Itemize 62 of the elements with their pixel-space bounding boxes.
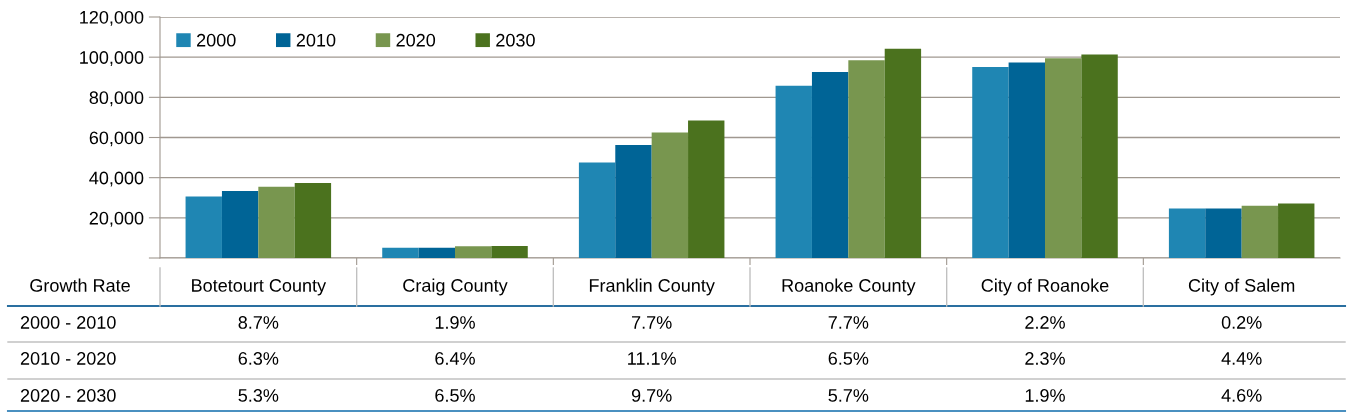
bar <box>1278 203 1315 258</box>
text: 7.7% <box>632 316 672 329</box>
bar <box>688 120 725 258</box>
text: 0.2% <box>1221 316 1262 329</box>
text: 8.7% <box>238 316 279 329</box>
bar <box>1205 208 1242 258</box>
text: Growth Rate <box>30 278 130 292</box>
text: 2020 - 2030 <box>20 389 116 402</box>
bar <box>258 186 295 258</box>
bar <box>382 247 419 258</box>
legend-label: 2000 <box>197 33 236 47</box>
text: 5.7% <box>828 389 869 402</box>
x-tick-label: Craig County <box>403 278 508 296</box>
y-tick-label: 60,000 <box>89 131 144 147</box>
bar <box>848 60 885 258</box>
x-tick-label: Botetourt County <box>192 279 327 296</box>
text: 6.3% <box>238 352 279 365</box>
text: 2000 - 2010 <box>20 316 116 329</box>
bar <box>1241 205 1279 258</box>
bar <box>294 183 332 258</box>
y-tick-label: 20,000 <box>89 211 144 227</box>
bar <box>1008 62 1045 258</box>
text: 9.7% <box>631 389 672 402</box>
y-tick-label: 120,000 <box>80 10 144 26</box>
bar <box>455 246 492 258</box>
text: 2010 - 2020 <box>20 352 116 365</box>
x-tick-label: City of Roanoke <box>981 278 1109 296</box>
bar <box>972 67 1009 258</box>
text: 2.2% <box>1025 316 1065 329</box>
text: 4.6% <box>1221 389 1262 402</box>
bar <box>615 144 652 258</box>
bar <box>418 247 455 258</box>
legend-label: 2020 <box>396 33 436 47</box>
text: 6.4% <box>435 352 475 365</box>
bar <box>1045 58 1082 258</box>
text: 1.9% <box>435 316 475 329</box>
text: 6.5% <box>435 389 475 402</box>
bar <box>811 72 849 258</box>
bar <box>578 162 616 258</box>
text: 11.1% <box>628 352 676 365</box>
legend-label: 2030 <box>496 33 535 47</box>
bar <box>1168 208 1206 258</box>
y-tick-label: 80,000 <box>89 91 144 107</box>
bar <box>651 132 689 258</box>
bar <box>185 196 222 258</box>
bar <box>491 245 528 258</box>
text: 5.3% <box>238 389 279 402</box>
bar <box>775 85 812 258</box>
text: 7.7% <box>828 316 869 329</box>
bar <box>221 191 259 258</box>
text: 1.9% <box>1025 389 1065 402</box>
x-tick-label: Roanoke County <box>782 278 916 296</box>
y-tick-label: 40,000 <box>89 171 144 187</box>
text: 4.4% <box>1221 352 1262 365</box>
y-tick-label: 100,000 <box>80 51 144 67</box>
text: 6.5% <box>828 352 869 365</box>
bar <box>884 48 922 258</box>
legend-label: 2010 <box>296 33 336 47</box>
bar <box>1081 54 1118 258</box>
x-tick-label: Franklin County <box>589 278 715 296</box>
text: 2.3% <box>1025 352 1065 365</box>
x-tick-label: City of Salem <box>1188 278 1295 296</box>
